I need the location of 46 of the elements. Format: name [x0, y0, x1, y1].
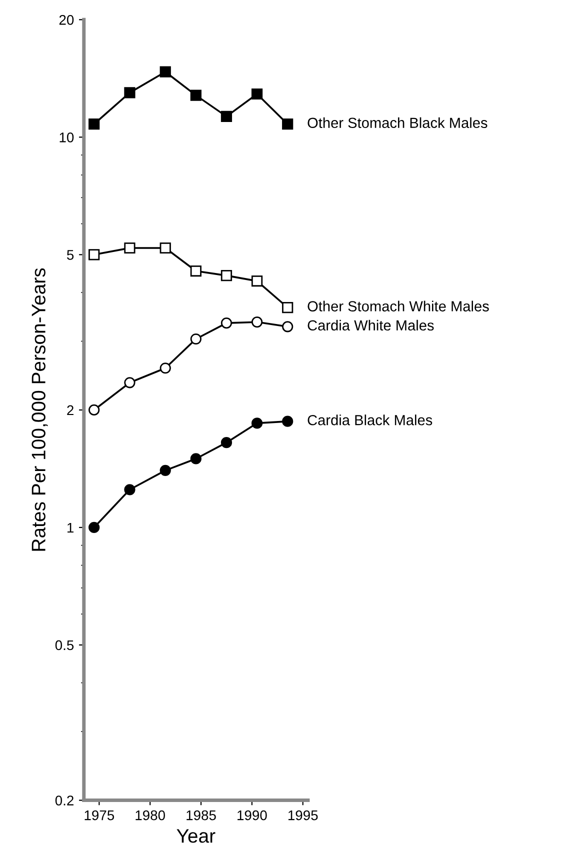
point	[124, 87, 136, 98]
point	[220, 110, 232, 122]
point	[190, 453, 202, 464]
point	[160, 362, 171, 374]
series-label: Cardia White Males	[308, 320, 434, 331]
y-tick-label: 20	[59, 15, 74, 25]
point	[251, 275, 263, 287]
y-axis-title: Rates Per 100,000 Person-Years	[32, 268, 48, 551]
point	[124, 377, 136, 388]
x-tick-label: 1975	[84, 810, 114, 820]
x-tick-label: 1995	[288, 810, 318, 820]
point	[160, 66, 171, 78]
point	[282, 118, 294, 130]
point	[282, 321, 294, 332]
series-label: Other Stomach White Males	[308, 300, 489, 312]
y-tick-label: 0.5	[55, 640, 74, 650]
point	[190, 265, 202, 277]
point	[160, 464, 171, 476]
point	[88, 404, 100, 416]
y-tick-label: 10	[60, 132, 74, 142]
point	[190, 333, 202, 345]
series-label: Cardia Black Males	[308, 414, 432, 426]
x-axis-title: Year	[176, 829, 216, 843]
point	[88, 118, 100, 130]
point	[251, 316, 263, 328]
point	[220, 270, 232, 282]
y-tick-label: 2	[67, 405, 74, 416]
x-tick-label: 1980	[136, 810, 165, 820]
point	[220, 317, 232, 329]
point	[282, 302, 294, 314]
point	[251, 88, 263, 100]
y-tick-label: 5	[66, 250, 74, 260]
point	[88, 522, 100, 534]
point	[124, 484, 136, 496]
y-tick-label: 1	[68, 522, 74, 532]
x-tick-label: 1990	[238, 810, 267, 820]
x-tick-label: 1985	[186, 810, 216, 820]
series-label: Other Stomach Black Males	[308, 117, 488, 128]
point	[190, 90, 202, 101]
point	[282, 416, 294, 427]
point	[160, 242, 171, 254]
point	[220, 437, 232, 448]
y-tick-label: 0.2	[55, 796, 74, 806]
point	[251, 418, 263, 429]
point	[88, 249, 100, 260]
point	[124, 242, 136, 254]
